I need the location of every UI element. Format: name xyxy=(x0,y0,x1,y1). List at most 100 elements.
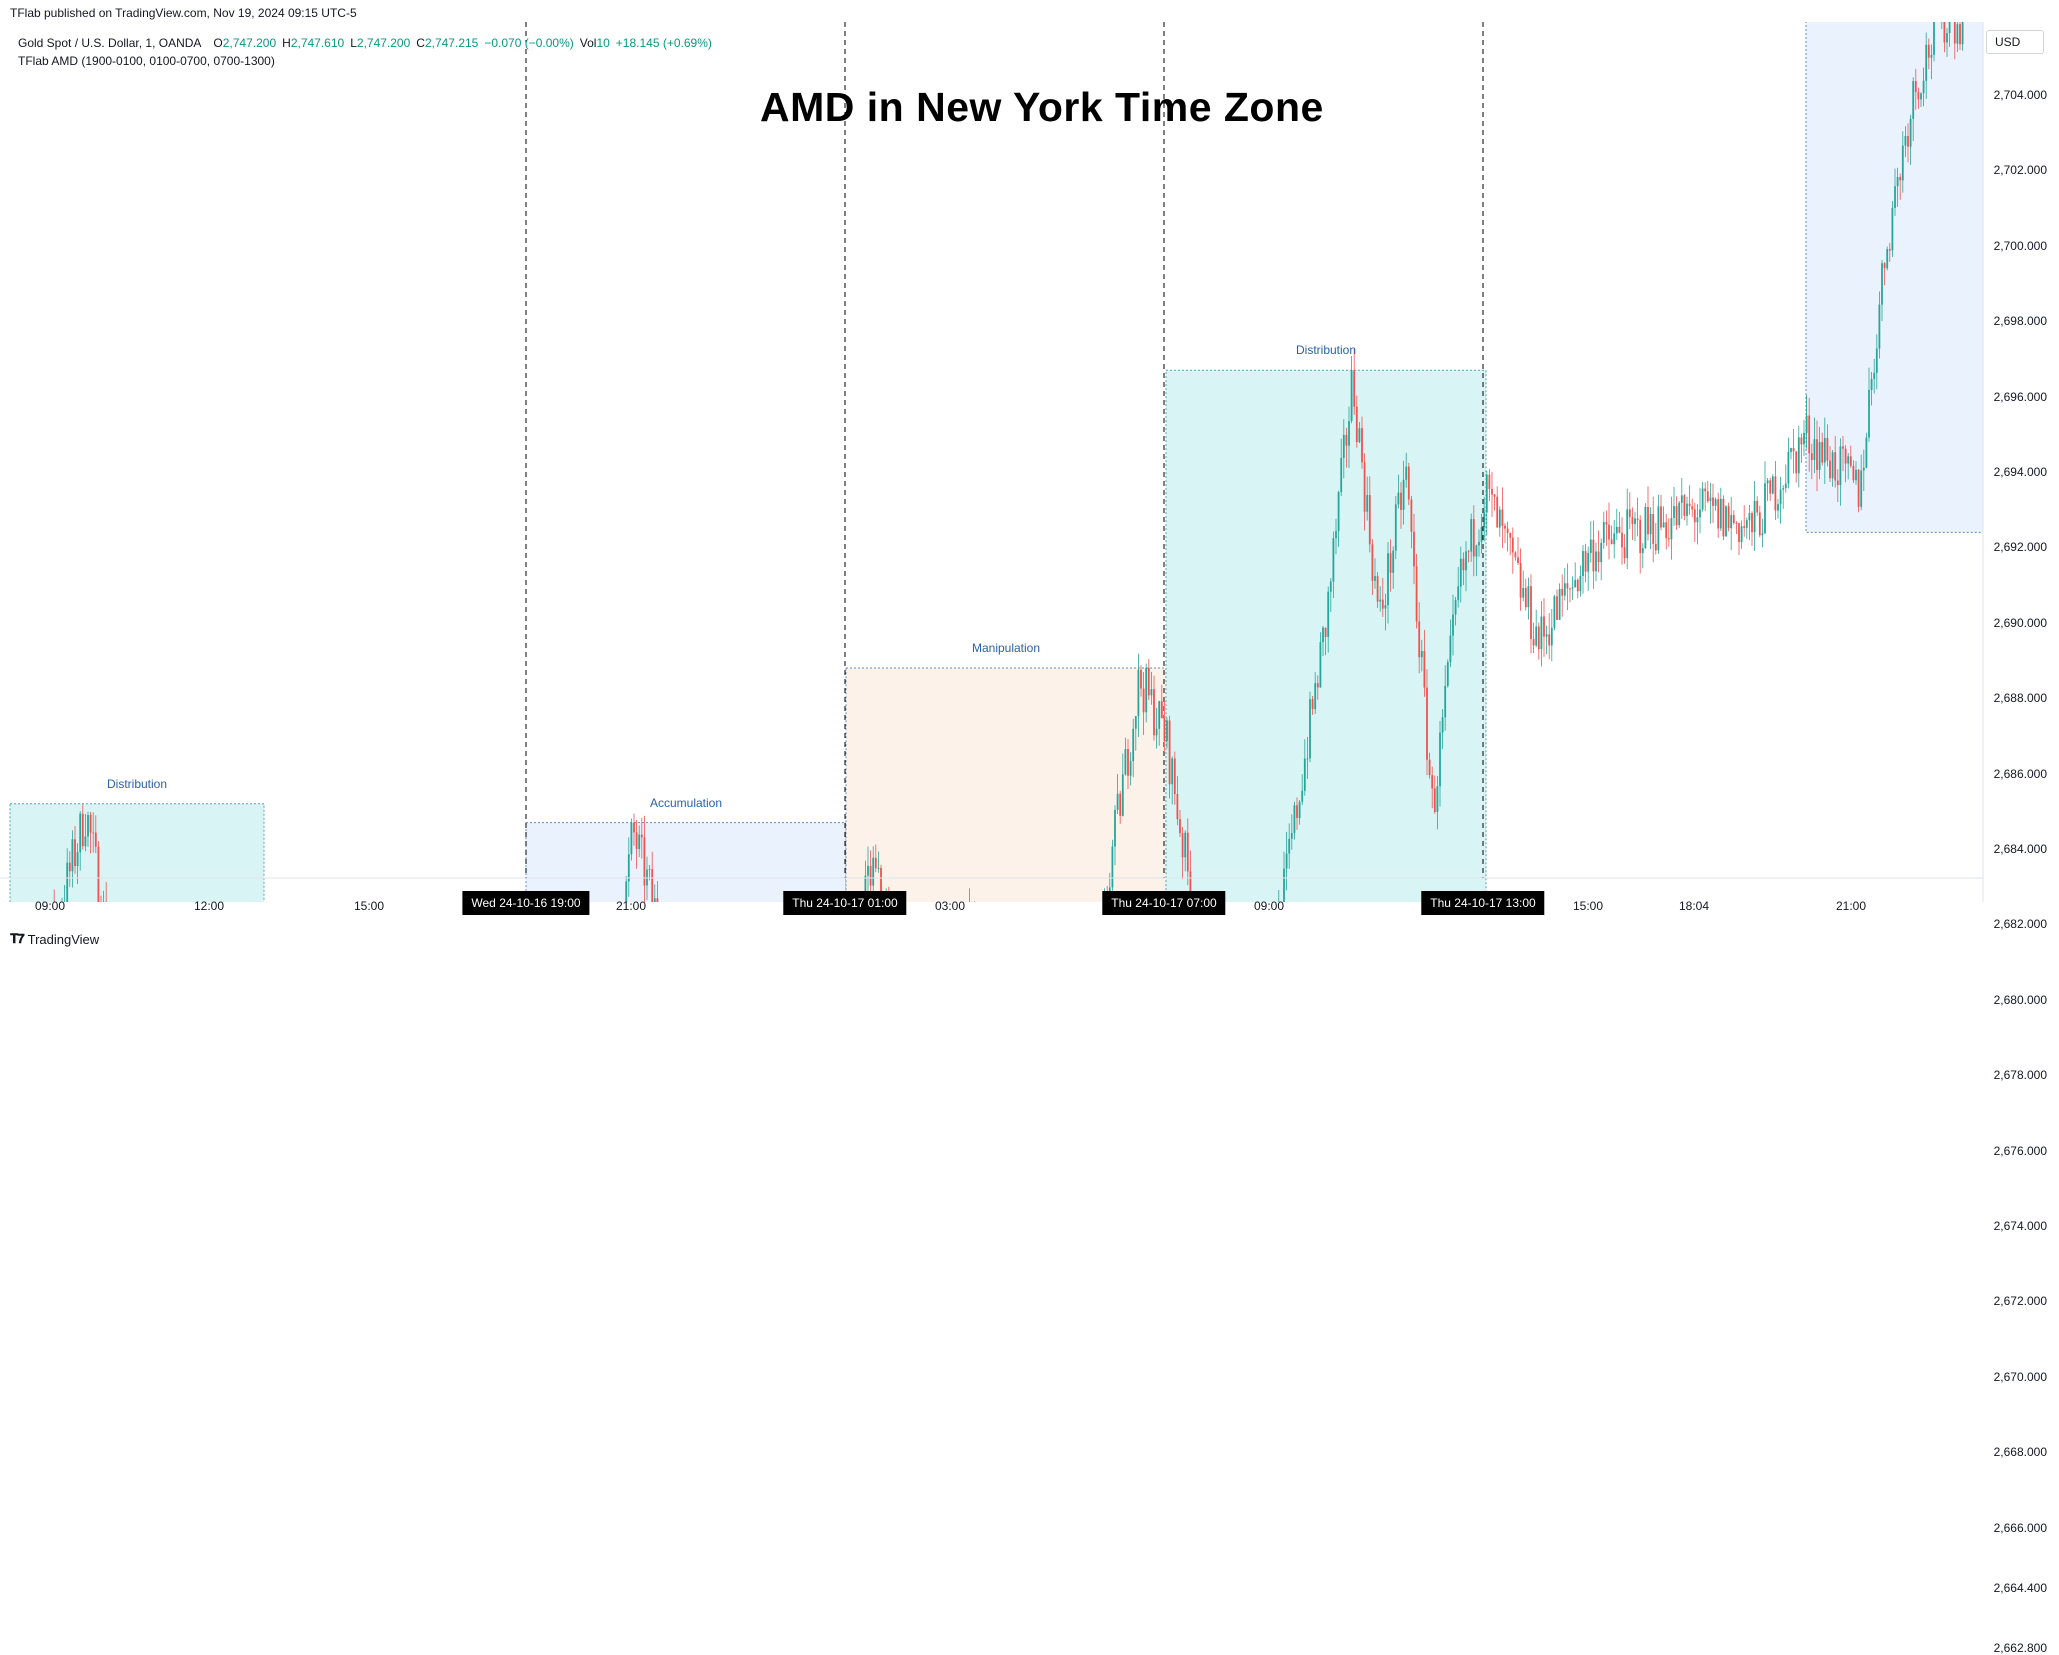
candle-body xyxy=(1314,683,1316,709)
candle-body xyxy=(1353,370,1355,407)
candle-body xyxy=(1346,435,1348,446)
candle-body xyxy=(1528,586,1530,607)
candle-body xyxy=(1489,475,1491,489)
candle-body xyxy=(1658,506,1660,550)
candle-body xyxy=(1132,729,1134,761)
legend-indicator-row[interactable]: TFlab AMD (1900-0100, 0100-0700, 0700-13… xyxy=(18,52,712,70)
price-axis-label: 2,694.000 xyxy=(1994,465,2047,479)
candle-body xyxy=(1333,538,1335,581)
candle-body xyxy=(1746,520,1748,528)
candle-body xyxy=(1460,559,1462,587)
candle-body xyxy=(1330,582,1332,592)
candle-body xyxy=(1502,510,1504,526)
candle-body xyxy=(649,869,651,870)
candle-body xyxy=(1567,583,1569,588)
price-axis-label: 2,668.000 xyxy=(1994,1445,2047,1459)
brand-name: TradingView xyxy=(28,932,100,947)
candle-body xyxy=(1431,775,1433,788)
candle-body xyxy=(1616,527,1618,534)
price-axis-label: 2,698.000 xyxy=(1994,314,2047,328)
currency-button[interactable]: USD xyxy=(1986,30,2044,54)
candle-body xyxy=(1795,452,1797,474)
candle-body xyxy=(1543,617,1545,637)
candle-body xyxy=(1296,805,1298,818)
candle-body xyxy=(1946,33,1948,42)
candle-body xyxy=(69,863,71,872)
low-value: 2,747.200 xyxy=(357,34,410,52)
candle-body xyxy=(1184,833,1186,858)
candle-body xyxy=(1738,523,1740,542)
candle-body xyxy=(1907,136,1909,147)
candle-body xyxy=(1429,760,1431,775)
price-axis-label: 2,674.000 xyxy=(1994,1219,2047,1233)
candle-body xyxy=(1850,456,1852,465)
candle-body xyxy=(1447,662,1449,686)
candle-body xyxy=(1684,495,1686,516)
candle-body xyxy=(1959,24,1961,44)
candle-body xyxy=(641,835,643,838)
price-axis-label: 2,700.000 xyxy=(1994,239,2047,253)
candle-body xyxy=(1112,846,1114,887)
candle-body xyxy=(1468,551,1470,552)
footer-brand[interactable]: 𝐓𝟕 TradingView xyxy=(10,929,99,949)
candle-body xyxy=(1884,263,1886,268)
candle-body xyxy=(1122,774,1124,816)
candle-body xyxy=(1478,542,1480,546)
candle-body xyxy=(1291,833,1293,839)
symbol-name[interactable]: Gold Spot / U.S. Dollar, 1, OANDA xyxy=(18,34,201,52)
indicator-name[interactable]: TFlab AMD (1900-0100, 0100-0700, 0700-13… xyxy=(18,52,275,70)
candle-body xyxy=(1138,670,1140,716)
candle-body xyxy=(1325,628,1327,637)
time-axis-label: 21:00 xyxy=(616,899,646,913)
candle-body xyxy=(1595,551,1597,571)
candle-body xyxy=(1933,22,1935,55)
candle-body xyxy=(1366,495,1368,512)
candle-body xyxy=(1715,499,1717,506)
candle-body xyxy=(1816,439,1818,470)
candle-body xyxy=(1442,717,1444,732)
price-axis-label: 2,688.000 xyxy=(1994,691,2047,705)
candle-body xyxy=(1894,186,1896,208)
candle-body xyxy=(1879,305,1881,349)
candle-body xyxy=(1811,453,1813,460)
candle-body xyxy=(870,866,872,886)
candle-body xyxy=(1650,514,1652,534)
low-key: L xyxy=(350,34,357,52)
candle-body xyxy=(1897,177,1899,186)
candle-body xyxy=(1587,553,1589,572)
time-axis-label: 21:00 xyxy=(1836,899,1866,913)
candle-body xyxy=(1434,788,1436,811)
high-key: H xyxy=(282,34,291,52)
candle-body xyxy=(1871,379,1873,390)
candle-body xyxy=(1400,493,1402,510)
candle-body xyxy=(631,823,633,855)
candle-body xyxy=(1496,497,1498,528)
candle-body xyxy=(79,814,81,853)
candle-body xyxy=(1125,749,1127,774)
candle-body xyxy=(66,863,68,902)
candle-body xyxy=(1304,759,1306,791)
candle-body xyxy=(1582,551,1584,576)
candle-body xyxy=(1853,466,1855,480)
candle-body xyxy=(1535,626,1537,645)
candle-body xyxy=(1179,819,1181,833)
chart-canvas[interactable] xyxy=(0,22,2059,902)
candle-body xyxy=(1840,446,1842,485)
candle-body xyxy=(1309,699,1311,758)
zone-label-accumulation: Accumulation xyxy=(606,796,766,810)
price-axis-label: 2,702.000 xyxy=(1994,163,2047,177)
candle-body xyxy=(1832,452,1834,478)
candle-body xyxy=(1782,488,1784,489)
price-axis-label: 2,680.000 xyxy=(1994,993,2047,1007)
publish-bar: TFlab published on TradingView.com, Nov … xyxy=(0,0,2059,22)
candle-body xyxy=(1483,512,1485,527)
candle-body xyxy=(1398,493,1400,505)
candle-body xyxy=(1780,490,1782,505)
candle-body xyxy=(1403,480,1405,510)
candle-body xyxy=(651,869,653,902)
candle-body xyxy=(1385,605,1387,608)
candle-body xyxy=(1902,146,1904,181)
